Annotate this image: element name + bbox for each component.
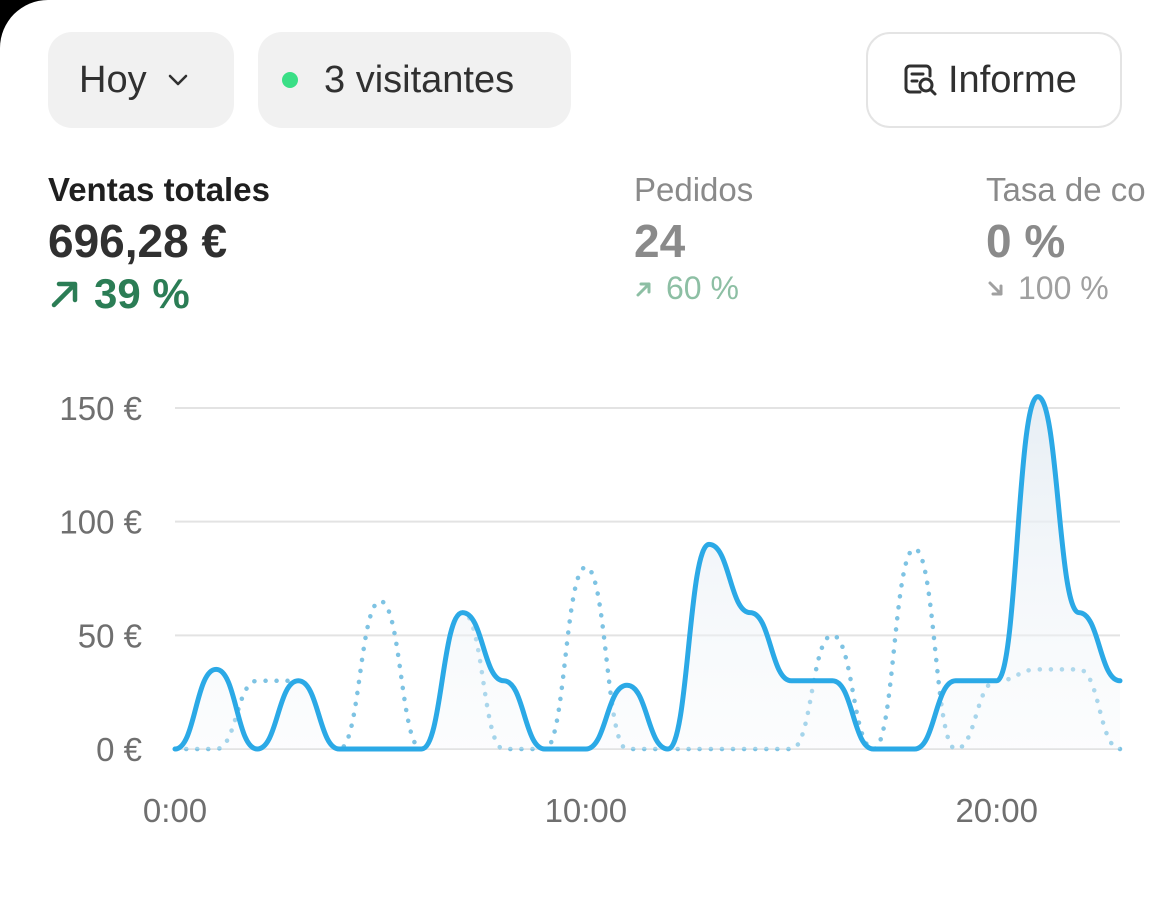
x-tick-label: 0:00 [143,792,207,829]
sales-series-line [172,394,1123,752]
sales-data-point [168,742,182,756]
sales-data-point [1113,674,1127,688]
conversion-rate-change-value: 100 % [1018,270,1109,306]
sales-data-point [784,674,798,688]
report-search-icon [904,64,937,96]
sales-data-point [579,742,593,756]
sales-data-point [456,606,470,620]
comparison-data-point [908,542,922,556]
date-range-selector[interactable]: Hoy [48,32,234,128]
total-sales-value: 696,28 € [48,215,228,267]
chevron-down-icon [168,74,187,86]
comparison-data-point [825,628,839,642]
sales-data-point [825,674,839,688]
arrow-up-right-icon [636,282,651,296]
y-tick-label: 50 € [78,617,142,654]
sales-data-point [1072,606,1086,620]
comparison-data-point [373,594,387,608]
sales-data-point [743,606,757,620]
x-tick-label: 20:00 [955,792,1038,829]
orders-value: 24 [634,215,686,267]
arrow-up-right-icon [51,281,78,308]
sales-data-point [990,674,1004,688]
live-visitors-button[interactable]: 3 visitantes [258,32,571,128]
sales-data-point [291,674,305,688]
live-indicator-icon [282,72,298,88]
sales-data-point [250,742,264,756]
sales-area-fill [175,396,1120,749]
sales-data-point [373,742,387,756]
metric-conversion-rate[interactable]: Tasa de co 0 % 100 % [986,168,1146,307]
conversion-rate-change: 100 % [986,270,1146,307]
date-range-label: Hoy [79,58,147,101]
arrow-down-right-icon [988,281,1003,295]
sales-data-point [415,742,429,756]
sales-data-point [1031,390,1045,404]
report-button[interactable]: Informe [866,32,1122,128]
total-sales-change-value: 39 % [94,270,190,317]
orders-label: Pedidos [634,171,754,208]
sales-data-point [661,742,675,756]
sales-data-point [332,742,346,756]
comparison-data-point [250,674,264,688]
sales-data-point [620,678,634,692]
chart-series [168,390,1127,756]
sales-line-chart[interactable]: 0 € 50 € 100 € 150 € 0:00 10:00 20:00 [0,380,1170,840]
y-tick-label: 100 € [59,504,142,541]
total-sales-change: 39 % [48,270,270,318]
report-label: Informe [948,58,1077,101]
conversion-rate-label: Tasa de co [986,171,1146,208]
y-axis-labels: 0 € 50 € 100 € 150 € [59,390,142,768]
orders-change: 60 % [634,270,753,307]
metric-orders[interactable]: Pedidos 24 60 % [634,168,753,307]
sales-data-point [908,742,922,756]
x-axis-labels: 0:00 10:00 20:00 [143,792,1038,829]
y-tick-label: 150 € [59,390,142,427]
total-sales-label: Ventas totales [48,171,270,208]
live-visitors-label: 3 visitantes [324,58,515,101]
sales-data-point [497,674,511,688]
y-tick-label: 0 € [96,731,142,768]
sales-data-point [949,674,963,688]
orders-change-value: 60 % [666,270,739,306]
conversion-rate-value: 0 % [986,215,1066,267]
metric-total-sales[interactable]: Ventas totales 696,28 € 39 % [48,168,270,318]
x-tick-label: 10:00 [545,792,628,829]
sales-data-point [866,742,880,756]
sales-data-point [538,742,552,756]
sales-data-point [209,662,223,676]
sales-data-point [702,537,716,551]
comparison-data-point [579,560,593,574]
